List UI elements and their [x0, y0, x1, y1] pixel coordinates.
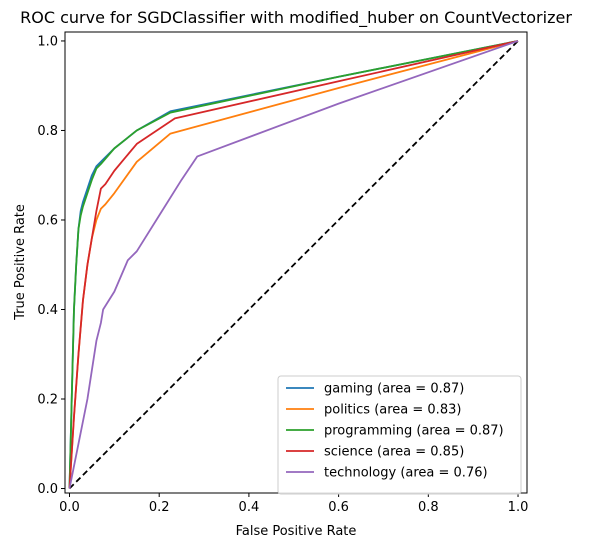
- x-tick-label: 0.2: [149, 500, 170, 515]
- y-axis-label: True Positive Rate: [13, 204, 28, 321]
- y-tick-label: 0.8: [37, 124, 58, 139]
- legend-label: programming (area = 0.87): [324, 424, 504, 439]
- x-tick-label: 0.0: [59, 500, 80, 515]
- x-tick-label: 0.8: [418, 500, 439, 515]
- x-axis-label: False Positive Rate: [236, 524, 357, 539]
- y-tick-label: 0.0: [37, 482, 58, 497]
- diagonal-reference-line: [68, 40, 519, 490]
- y-tick-label: 0.6: [37, 213, 58, 228]
- x-tick-label: 0.6: [328, 500, 349, 515]
- legend-label: gaming (area = 0.87): [324, 382, 464, 397]
- legend-box: [277, 375, 522, 495]
- y-tick-label: 0.4: [37, 303, 58, 318]
- series-line-3: [68, 40, 519, 489]
- axis-ticks: 0.0 0.2 0.4 0.6 0.8 1.0 0.0 0.2 0.4 0.6 0.8 1.0: [37, 34, 528, 515]
- y-tick-label: 1.0: [37, 34, 58, 49]
- legend: gaming (area = 0.87) politics (area = 0.8…: [277, 375, 522, 495]
- x-tick-label: 0.4: [239, 500, 260, 515]
- legend-label: technology (area = 0.76): [324, 466, 488, 481]
- legend-label: politics (area = 0.83): [324, 403, 461, 418]
- series-line-2: [68, 40, 519, 489]
- series-line-4: [68, 40, 519, 489]
- y-tick-label: 0.2: [37, 393, 58, 408]
- legend-label: science (area = 0.85): [324, 445, 464, 460]
- chart-title: ROC curve for SGDClassifier with modifie…: [20, 8, 572, 28]
- x-tick-label: 1.0: [508, 500, 529, 515]
